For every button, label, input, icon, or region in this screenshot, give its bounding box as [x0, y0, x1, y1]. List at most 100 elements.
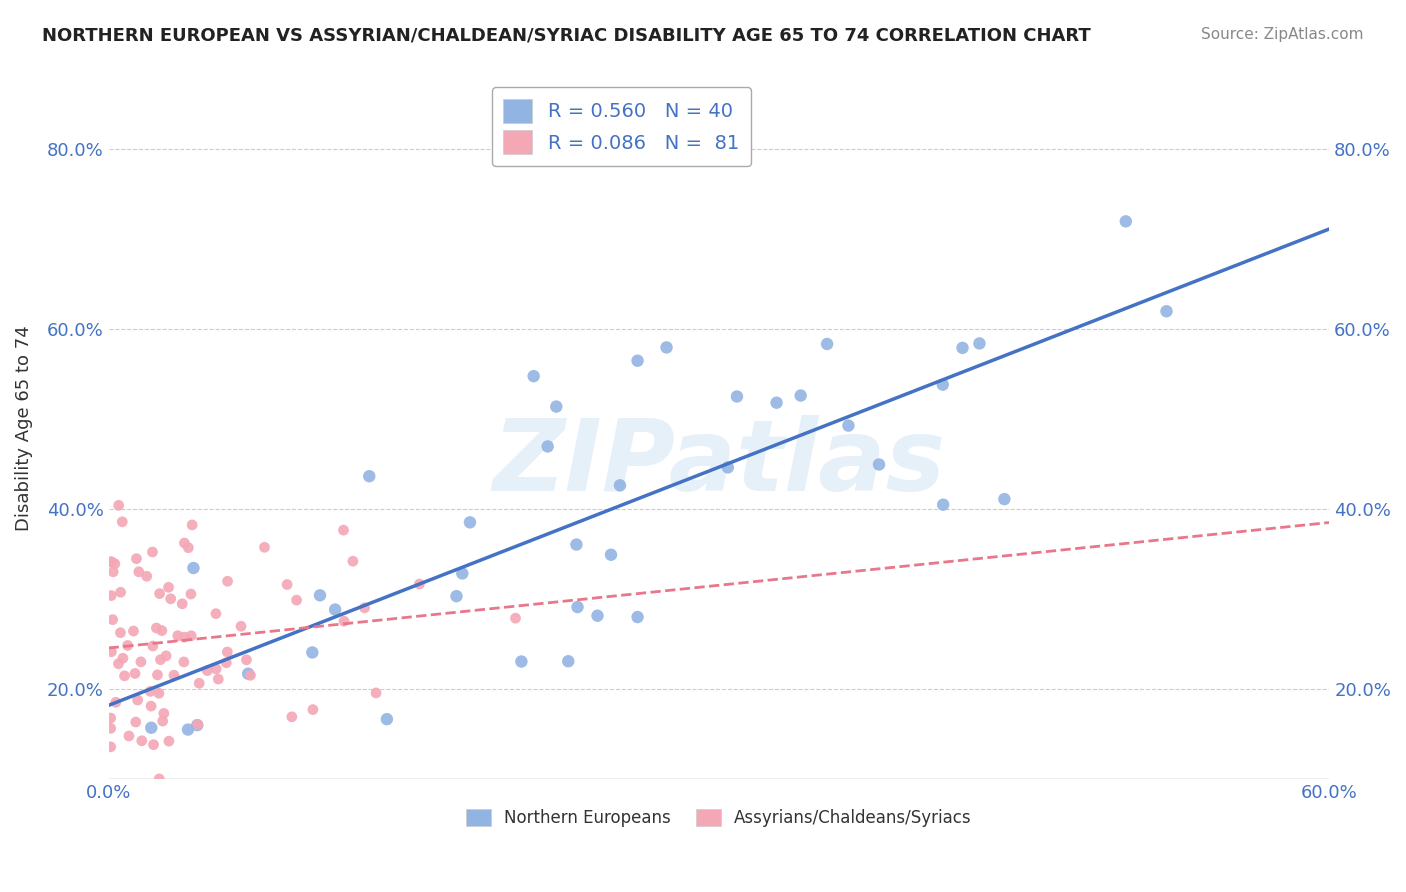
Point: [285, 593, 308, 607]
Text: ZIPatlas: ZIPatlas: [492, 415, 945, 512]
Point: [505, 611, 527, 625]
Point: [146, 668, 169, 682]
Point: [152, 714, 174, 728]
Point: [364, 686, 387, 700]
Point: [215, 656, 238, 670]
Point: [186, 718, 208, 732]
Point: [205, 607, 228, 621]
Point: [107, 657, 129, 671]
Point: [238, 666, 260, 681]
Point: [111, 651, 134, 665]
Point: [163, 668, 186, 682]
Point: [111, 515, 134, 529]
Point: [815, 337, 838, 351]
Point: [125, 551, 148, 566]
Text: Source: ZipAtlas.com: Source: ZipAtlas.com: [1201, 27, 1364, 42]
Point: [125, 714, 148, 729]
Point: [235, 653, 257, 667]
Point: [101, 613, 124, 627]
Point: [301, 645, 323, 659]
Point: [868, 458, 890, 472]
Point: [100, 739, 122, 754]
Point: [114, 669, 136, 683]
Point: [408, 577, 430, 591]
Point: [239, 668, 262, 682]
Point: [145, 621, 167, 635]
Point: [586, 608, 609, 623]
Point: [157, 580, 180, 594]
Point: [177, 723, 200, 737]
Point: [150, 624, 173, 638]
Point: [180, 629, 202, 643]
Point: [523, 369, 546, 384]
Point: [323, 602, 346, 616]
Point: [100, 711, 122, 725]
Point: [128, 565, 150, 579]
Point: [122, 624, 145, 638]
Point: [600, 548, 623, 562]
Point: [148, 686, 170, 700]
Point: [107, 499, 129, 513]
Point: [100, 555, 122, 569]
Point: [458, 516, 481, 530]
Point: [139, 684, 162, 698]
Point: [451, 566, 474, 581]
Point: [609, 478, 631, 492]
Point: [446, 589, 468, 603]
Point: [207, 672, 229, 686]
Point: [537, 440, 560, 454]
Point: [100, 722, 122, 736]
Point: [253, 541, 276, 555]
Point: [129, 655, 152, 669]
Text: NORTHERN EUROPEAN VS ASSYRIAN/CHALDEAN/SYRIAC DISABILITY AGE 65 TO 74 CORRELATIO: NORTHERN EUROPEAN VS ASSYRIAN/CHALDEAN/S…: [42, 27, 1091, 45]
Point: [103, 565, 125, 579]
Point: [932, 377, 955, 392]
Point: [100, 589, 122, 603]
Point: [173, 655, 195, 669]
Point: [626, 610, 648, 624]
Point: [353, 600, 375, 615]
Point: [281, 710, 304, 724]
Point: [333, 614, 356, 628]
Point: [1115, 214, 1137, 228]
Point: [142, 738, 165, 752]
Point: [155, 648, 177, 663]
Point: [217, 574, 239, 589]
Point: [153, 706, 176, 721]
Point: [952, 341, 974, 355]
Point: [139, 699, 162, 714]
Point: [187, 717, 209, 731]
Point: [993, 492, 1015, 507]
Point: [276, 577, 298, 591]
Point: [969, 336, 991, 351]
Point: [565, 537, 588, 551]
Point: [149, 653, 172, 667]
Point: [141, 721, 163, 735]
Point: [118, 729, 141, 743]
Point: [110, 585, 132, 599]
Point: [127, 693, 149, 707]
Point: [135, 569, 157, 583]
Point: [180, 587, 202, 601]
Point: [342, 554, 364, 568]
Point: [141, 545, 163, 559]
Point: [142, 639, 165, 653]
Legend: Northern Europeans, Assyrians/Chaldeans/Syriacs: Northern Europeans, Assyrians/Chaldeans/…: [460, 802, 979, 834]
Point: [332, 523, 354, 537]
Point: [131, 733, 153, 747]
Point: [117, 639, 139, 653]
Point: [173, 536, 195, 550]
Point: [217, 645, 239, 659]
Point: [837, 418, 859, 433]
Point: [173, 630, 195, 644]
Point: [188, 676, 211, 690]
Point: [181, 517, 204, 532]
Point: [1156, 304, 1178, 318]
Point: [195, 664, 218, 678]
Point: [717, 460, 740, 475]
Point: [725, 389, 748, 403]
Y-axis label: Disability Age 65 to 74: Disability Age 65 to 74: [15, 326, 32, 531]
Point: [626, 353, 648, 368]
Point: [159, 591, 181, 606]
Point: [100, 645, 122, 659]
